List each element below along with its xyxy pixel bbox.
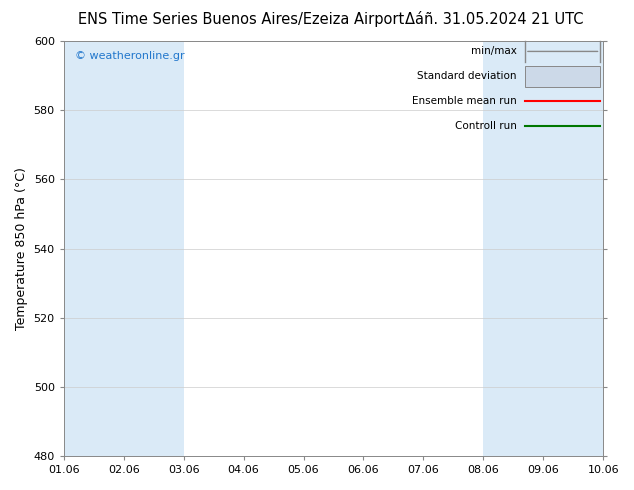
Y-axis label: Temperature 850 hPa (°C): Temperature 850 hPa (°C) <box>15 167 28 330</box>
Bar <box>64 41 184 456</box>
Text: Ensemble mean run: Ensemble mean run <box>412 96 517 106</box>
Text: © weatheronline.gr: © weatheronline.gr <box>75 51 184 61</box>
Text: min/max: min/max <box>471 47 517 56</box>
Text: Controll run: Controll run <box>455 121 517 131</box>
Text: ENS Time Series Buenos Aires/Ezeiza Airport: ENS Time Series Buenos Aires/Ezeiza Airp… <box>78 12 404 27</box>
Text: Standard deviation: Standard deviation <box>417 72 517 81</box>
Bar <box>525 66 600 87</box>
Bar <box>483 41 603 456</box>
Text: Δáñ. 31.05.2024 21 UTC: Δáñ. 31.05.2024 21 UTC <box>405 12 584 27</box>
